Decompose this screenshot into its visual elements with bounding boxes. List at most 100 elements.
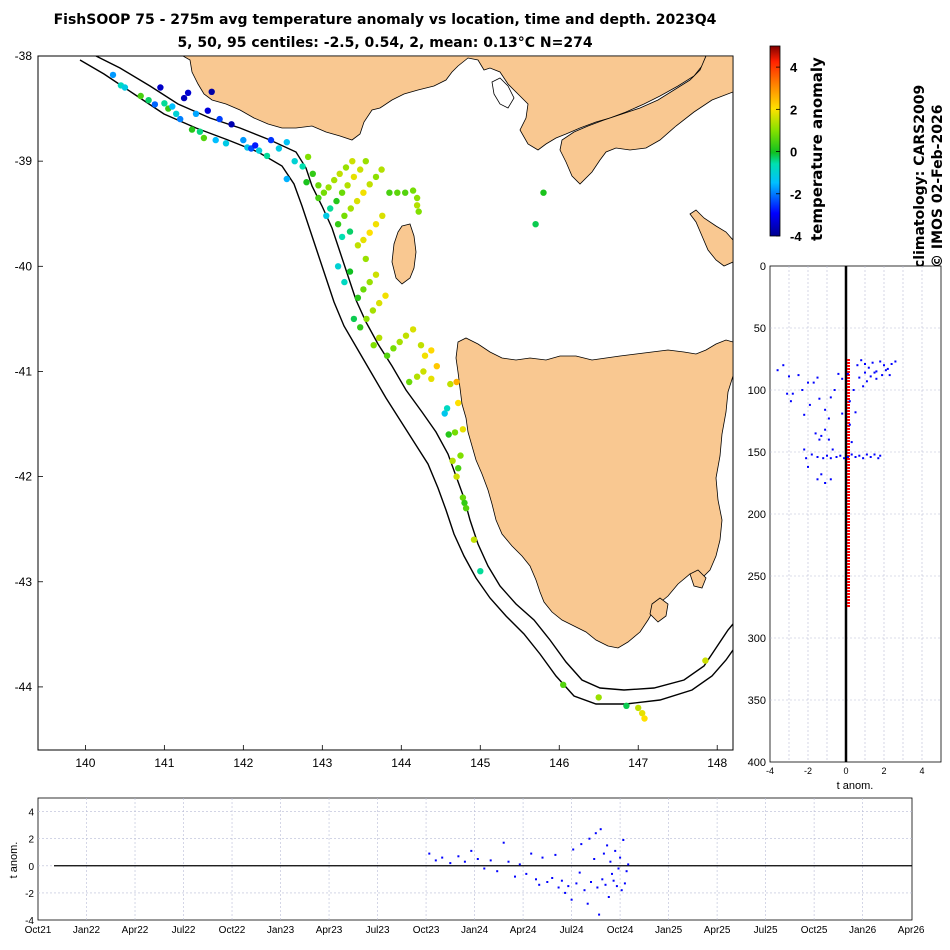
map-point — [372, 173, 380, 181]
profile-point — [782, 364, 785, 367]
ts-point — [612, 879, 615, 882]
profile-y-tick-label: 100 — [748, 385, 766, 397]
map-point — [315, 182, 322, 189]
map-point — [334, 263, 342, 270]
map-x-tick-label: 140 — [75, 756, 95, 770]
profile-point — [786, 392, 789, 395]
map-point — [334, 221, 342, 228]
map-point — [333, 197, 340, 205]
profile-point — [807, 465, 809, 468]
map-y-tick-label: -43 — [15, 575, 33, 589]
ts-point — [570, 898, 573, 901]
map-point — [275, 145, 283, 152]
ts-x-tick-label: Apr24 — [510, 925, 537, 936]
profile-point — [871, 361, 874, 364]
profile-y-tick-label: 250 — [748, 571, 766, 583]
map-point — [350, 173, 358, 181]
map-point — [362, 255, 369, 263]
profile-point — [788, 375, 790, 378]
map-point — [184, 89, 192, 97]
map-x-tick-label: 147 — [628, 756, 648, 770]
ts-point — [525, 872, 528, 875]
profile-point — [856, 364, 859, 367]
map-point — [344, 182, 351, 189]
ts-x-tick-label: Oct25 — [801, 925, 828, 936]
profile-point — [839, 454, 842, 457]
ts-point — [541, 856, 544, 859]
map-x-tick-label: 145 — [470, 756, 490, 770]
profile-point — [886, 367, 889, 370]
colorbar-tick-label: 4 — [790, 60, 798, 75]
map-point — [639, 710, 646, 717]
map-point — [291, 158, 298, 165]
profile-point — [888, 374, 891, 377]
continental-shelf-inner — [95, 56, 733, 691]
colorbar: -4 -2 0 2 4 temperature anomaly — [769, 45, 826, 244]
map-point — [428, 375, 435, 382]
ts-point — [614, 849, 617, 852]
victoria-south-coast — [559, 56, 733, 185]
ts-point — [598, 913, 601, 916]
map-point — [366, 181, 373, 188]
profile-point — [820, 473, 823, 476]
map-point — [641, 715, 648, 722]
map-point — [623, 702, 630, 709]
profile-point — [812, 381, 815, 384]
profile-point — [869, 375, 872, 378]
map-point — [477, 568, 484, 575]
ts-point — [546, 881, 549, 883]
map-point — [338, 233, 346, 241]
profile-point — [791, 392, 794, 395]
ts-point — [560, 879, 563, 882]
profile-x-tick-label: 2 — [881, 766, 886, 776]
victoria-inlet — [491, 77, 515, 109]
colorbar-tick-label: -4 — [790, 229, 802, 244]
ts-point — [590, 881, 592, 883]
profile-point — [835, 456, 838, 458]
profile-point — [867, 366, 870, 369]
map-point — [137, 92, 144, 100]
map-point — [376, 299, 383, 307]
profile-point — [860, 359, 863, 362]
ts-x-tick-label: Jan23 — [267, 925, 295, 936]
ts-point — [615, 885, 618, 888]
ts-x-tick-label: Apr25 — [704, 925, 731, 936]
map-point — [420, 368, 427, 375]
profile-point — [829, 478, 832, 481]
map-point — [240, 136, 247, 144]
map-point — [455, 465, 462, 472]
ts-y-tick-label: -2 — [25, 889, 34, 900]
colorbar-ticks: -4 -2 0 2 4 — [776, 60, 802, 244]
colorbar-gradient — [769, 45, 781, 237]
map-point — [342, 164, 350, 171]
profile-point — [816, 478, 819, 481]
ts-point — [434, 859, 437, 862]
map-point — [267, 136, 275, 144]
profile-point — [826, 454, 828, 457]
ts-point — [588, 837, 591, 840]
map-point — [320, 189, 328, 196]
map-point — [347, 205, 354, 212]
profile-y-tick-label: 150 — [748, 447, 766, 459]
profile-x-tick-label: 0 — [843, 766, 848, 776]
map-point — [370, 342, 377, 349]
map-point — [208, 88, 215, 96]
profile-point — [846, 456, 849, 458]
map-point — [455, 399, 462, 407]
map-point — [283, 175, 290, 183]
map-point — [532, 221, 539, 228]
map-point — [457, 452, 464, 459]
map-point — [402, 332, 410, 339]
ts-point — [449, 862, 452, 865]
profile-x-tick-label: 4 — [919, 766, 924, 776]
map-point — [336, 170, 343, 177]
profile-y-tick-label: 0 — [760, 261, 766, 273]
map-point — [169, 103, 176, 110]
profile-y-tick-label: 200 — [748, 509, 766, 521]
profile-point — [852, 389, 855, 391]
map-point — [357, 166, 364, 173]
profile-point — [807, 381, 809, 384]
ts-x-tick-label: Apr23 — [316, 925, 343, 936]
profile-y-tick-label: 50 — [754, 323, 766, 335]
profile-point — [850, 453, 853, 456]
